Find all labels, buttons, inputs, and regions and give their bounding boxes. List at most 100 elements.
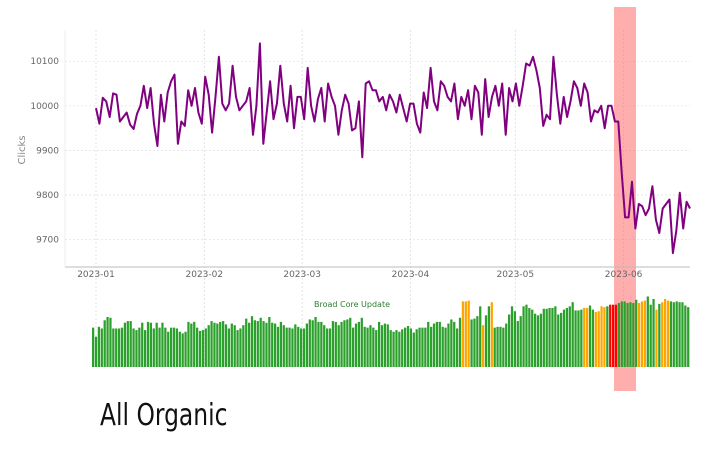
bar [487, 306, 491, 367]
bar [597, 311, 600, 367]
annotation-label: Broad Core Update [314, 300, 390, 309]
bar [476, 316, 479, 367]
bar [242, 325, 245, 367]
bar [184, 331, 187, 367]
bar [687, 307, 690, 367]
bar [126, 321, 129, 367]
bar [219, 321, 222, 367]
bar [106, 316, 109, 367]
bar [285, 327, 288, 367]
bar [609, 304, 612, 367]
bar [349, 317, 352, 367]
bar [380, 325, 384, 367]
bar [542, 308, 545, 367]
bar [239, 328, 242, 367]
bar [617, 303, 621, 367]
bar [470, 319, 473, 367]
bar [519, 316, 522, 367]
bar [606, 306, 609, 367]
bar [432, 323, 436, 367]
bar [112, 328, 115, 367]
bar [438, 321, 441, 367]
bar [681, 302, 684, 367]
bar [450, 319, 453, 367]
bar [369, 325, 372, 367]
bar [149, 322, 153, 367]
bar [614, 304, 618, 367]
bar [294, 324, 297, 367]
bar [196, 327, 199, 367]
bar [360, 317, 363, 367]
bar [406, 326, 410, 367]
bar [658, 303, 661, 367]
bar [456, 328, 459, 367]
bar [120, 327, 124, 367]
bar [580, 309, 583, 367]
bar [248, 322, 251, 367]
bar [224, 324, 228, 367]
bar [123, 322, 127, 367]
bar [562, 309, 566, 367]
bar [571, 302, 574, 367]
bar [178, 331, 181, 367]
bar [138, 327, 141, 367]
bar [372, 327, 375, 367]
bar [626, 303, 629, 367]
bar [473, 318, 476, 367]
bar [412, 332, 415, 367]
bar [181, 333, 184, 367]
bar [152, 328, 155, 367]
bar [632, 303, 635, 367]
bar [534, 313, 537, 367]
bar [300, 328, 303, 367]
bar [430, 326, 433, 367]
bar [516, 321, 519, 367]
bar [132, 328, 135, 367]
bar [522, 306, 525, 367]
chart-caption: All Organic [100, 398, 228, 433]
bar [383, 323, 387, 367]
bar [375, 330, 378, 367]
bar [577, 310, 580, 367]
bar [591, 309, 595, 367]
bar [583, 307, 586, 367]
y-tick-label: 9900 [36, 146, 59, 156]
bar [620, 301, 623, 367]
bar [337, 325, 340, 367]
bar [144, 330, 147, 367]
bar [274, 323, 277, 367]
bar [118, 328, 121, 367]
bar [427, 321, 430, 367]
bar [458, 317, 462, 367]
bar [409, 328, 413, 367]
bar [92, 327, 95, 367]
bar [586, 307, 589, 367]
highlight-rect [614, 7, 636, 391]
bar [276, 326, 280, 367]
bar [453, 321, 456, 367]
bar [482, 325, 485, 367]
bar [594, 312, 597, 367]
bar [331, 321, 335, 367]
bar [175, 328, 179, 367]
bar [603, 307, 606, 367]
bar [222, 321, 225, 367]
x-tick-label: 2023-06 [605, 270, 643, 280]
bar [172, 327, 176, 367]
bar [638, 303, 641, 367]
bar [340, 321, 343, 367]
bar [210, 321, 213, 367]
line-series [95, 42, 691, 255]
bar [314, 316, 317, 367]
bar [326, 328, 329, 367]
bar-series [92, 296, 690, 367]
bar [198, 330, 202, 367]
bar [343, 320, 346, 367]
highlight-band [614, 7, 636, 391]
bar [103, 320, 106, 367]
labels: 9700 9800 9900 10000 10100 2023-01 2023-02 2023… [17, 57, 643, 309]
y-axis-label: Clicks [17, 135, 28, 164]
bar [259, 317, 262, 367]
bar [545, 308, 548, 367]
axes [64, 30, 690, 268]
